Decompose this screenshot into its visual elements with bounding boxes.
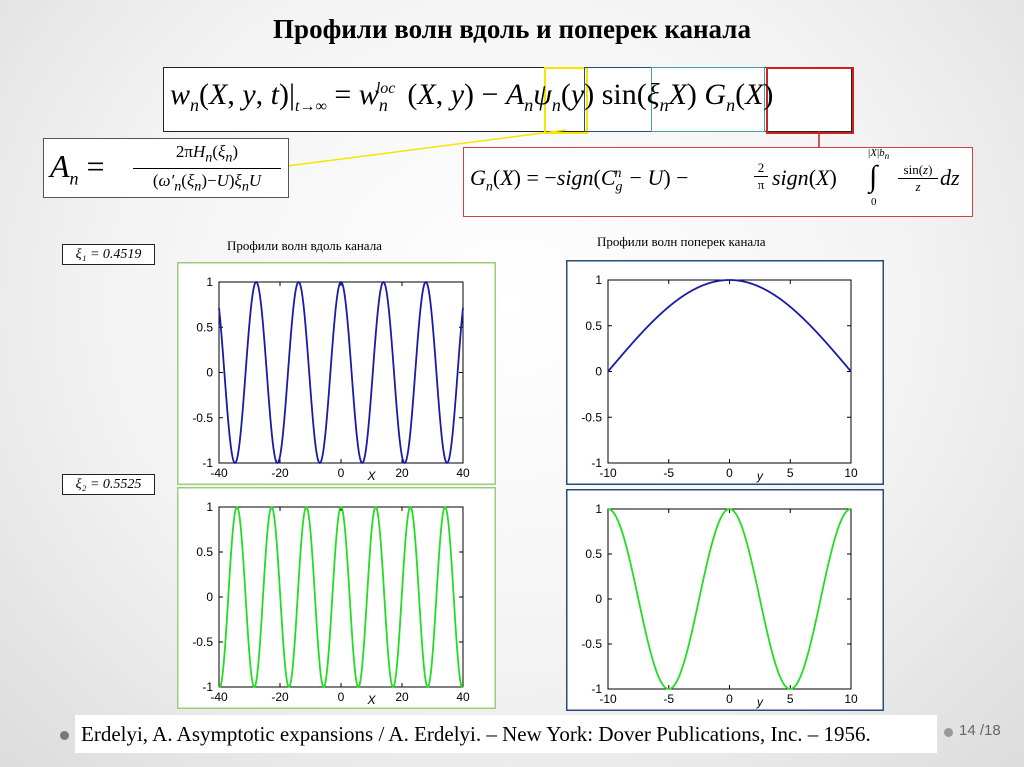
gn-sign: sign(X) (772, 165, 837, 190)
x-axis-label: X (366, 693, 376, 707)
y-tick-label: 0 (595, 365, 602, 379)
y-tick-label: -1 (202, 456, 213, 470)
x-tick-label: -40 (210, 466, 228, 480)
x-tick-label: 0 (726, 692, 733, 706)
x-tick-label: 0 (338, 690, 345, 704)
y-tick-label: -0.5 (192, 411, 213, 425)
gn-int-upper: |X|bn (868, 147, 890, 162)
x-tick-label: -10 (599, 466, 617, 480)
chart-along-xi2: 1 0.5 0 -0.5 -1-40 -20 0 20 40 X (177, 487, 496, 709)
y-tick-label: 0 (206, 590, 213, 604)
y-tick-label: 1 (595, 502, 602, 516)
xi1-label: ξ₁ = 0.4519 (62, 244, 155, 265)
y-tick-label: 0 (206, 366, 213, 380)
series-line (607, 508, 852, 690)
y-tick-label: -1 (591, 682, 602, 696)
slide-title: Профили волн вдоль и поперек канала (273, 14, 751, 44)
gn-formula: Gn(X) = −sign(Cgn − U) − (470, 165, 689, 195)
x-tick-label: 10 (844, 466, 858, 480)
caption-along: Профили волн вдоль канала (227, 238, 382, 253)
x-axis-label: X (366, 469, 376, 483)
y-tick-label: -0.5 (581, 410, 602, 424)
chart-across-1: 1 0.5 0 -0.5 -1-10 -5 0 5 10 y (566, 260, 884, 485)
y-tick-label: 0.5 (585, 319, 602, 333)
x-tick-label: -10 (599, 692, 617, 706)
y-tick-label: -1 (591, 456, 602, 470)
main-formula: wn(X, y, t)|t→∞ = wnloc (X, y) − Anψn(y) … (170, 78, 774, 115)
series-line (218, 505, 464, 689)
main-formula-box (163, 67, 852, 132)
x-tick-label: -5 (663, 692, 674, 706)
page-bullet (944, 728, 953, 737)
an-highlight (544, 67, 588, 134)
y-tick-label: 0 (595, 592, 602, 606)
x-tick-label: -5 (663, 466, 674, 480)
gn-integral: ∫ (869, 160, 878, 193)
gn-int-frac: sin(z) z (898, 162, 938, 195)
series-line (218, 281, 464, 464)
an-formula-box (43, 138, 289, 198)
gn-formula-box (463, 147, 973, 217)
y-tick-label: 0.5 (585, 547, 602, 561)
x-tick-label: 20 (395, 466, 409, 480)
x-tick-label: 5 (787, 692, 794, 706)
reference-bullet (60, 731, 69, 740)
series-line (607, 279, 852, 373)
reference-text: Erdelyi, A. Asymptotic expansions / A. E… (75, 715, 937, 753)
sin-highlight (651, 67, 765, 132)
x-tick-label: 10 (844, 692, 858, 706)
xi2-label: ξ₂ = 0.5525 (62, 474, 155, 495)
x-tick-label: -20 (271, 690, 289, 704)
x-tick-label: 5 (787, 466, 794, 480)
y-tick-label: -0.5 (581, 637, 602, 651)
x-tick-label: 0 (338, 466, 345, 480)
gn-int-lower: 0 (871, 196, 877, 208)
x-tick-label: 40 (456, 690, 470, 704)
chart-frame (566, 489, 884, 711)
y-tick-label: 1 (595, 273, 602, 287)
an-formula-frac: 2πHn(ξn) (ω′n(ξn)−U)ξnU (127, 142, 287, 196)
chart-across-2: 1 0.5 0 -0.5 -1-10 -5 0 5 10 y (566, 489, 884, 711)
y-tick-label: -0.5 (192, 635, 213, 649)
x-axis-label: y (756, 695, 764, 709)
chart-frame (566, 260, 884, 485)
x-tick-label: 20 (395, 690, 409, 704)
y-tick-label: 1 (206, 275, 213, 289)
x-tick-label: 0 (726, 466, 733, 480)
page-number: 14 /18 (959, 722, 1001, 739)
chart-along-xi1: 1 0.5 0 -0.5 -1-40 -20 0 20 40 X (177, 262, 496, 485)
gn-highlight (766, 67, 854, 134)
y-tick-label: -1 (202, 680, 213, 694)
y-tick-label: 0.5 (196, 545, 213, 559)
y-tick-label: 0.5 (196, 320, 213, 334)
x-axis-label: y (756, 469, 764, 483)
x-tick-label: 40 (456, 466, 470, 480)
an-formula-lhs: An = (50, 148, 105, 189)
x-tick-label: -20 (271, 466, 289, 480)
gn-dz: dz (940, 165, 960, 190)
caption-across: Профили волн поперек канала (597, 234, 766, 249)
y-tick-label: 1 (206, 500, 213, 514)
x-tick-label: -40 (210, 690, 228, 704)
